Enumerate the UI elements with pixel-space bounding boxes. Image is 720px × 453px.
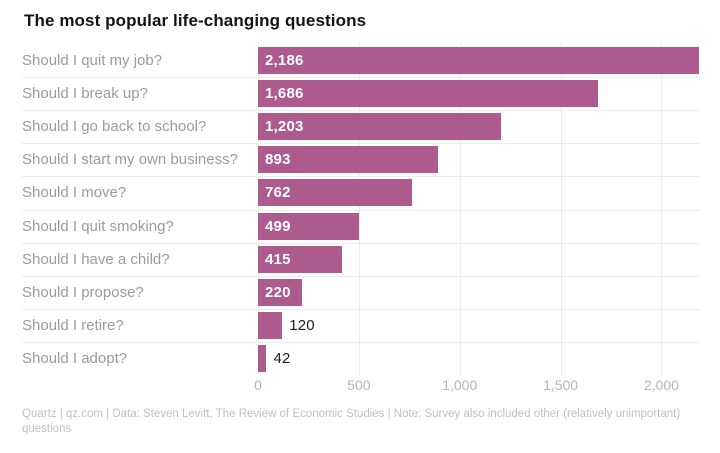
category-label: Should I break up? <box>22 84 148 102</box>
row-separator <box>22 143 700 145</box>
bar-value-label: 762 <box>265 184 291 202</box>
source-note: Quartz | qz.com | Data: Steven Levitt, T… <box>22 408 681 435</box>
bar-value-label: 415 <box>265 250 291 268</box>
bar <box>258 146 439 174</box>
category-label: Should I quit smoking? <box>22 217 174 235</box>
bar-value-label: 499 <box>265 217 291 235</box>
bar <box>258 79 599 107</box>
x-axis-tick-label: 1,000 <box>442 377 478 393</box>
x-gridline <box>459 42 461 375</box>
category-label: Should I have a child? <box>22 250 170 268</box>
row-separator <box>22 242 700 244</box>
row-separator <box>22 209 700 211</box>
x-axis-tick-label: 500 <box>347 377 371 393</box>
x-axis-tick-label: 1,500 <box>543 377 579 393</box>
x-gridline <box>258 42 259 375</box>
bar <box>258 312 283 340</box>
bar <box>258 179 412 207</box>
bar-value-label: 120 <box>289 317 315 335</box>
chart-title: The most popular life-changing questions <box>24 11 367 30</box>
category-label: Should I retire? <box>22 317 124 335</box>
category-label: Should I propose? <box>22 283 144 301</box>
bar-value-label: 1,686 <box>265 84 304 102</box>
row-separator <box>22 109 700 111</box>
x-axis-tick-label: 2,000 <box>643 377 679 393</box>
bar-value-label: 893 <box>265 151 291 169</box>
category-label: Should I go back to school? <box>22 117 207 135</box>
row-separator <box>22 309 700 311</box>
bar <box>258 245 342 273</box>
x-gridline <box>661 42 663 375</box>
x-axis-tick-label: 0 <box>254 377 262 393</box>
row-separator <box>22 76 700 78</box>
x-gridline <box>358 42 360 375</box>
row-separator <box>22 275 700 277</box>
category-label: Should I start my own business? <box>22 151 238 169</box>
bar <box>258 212 359 240</box>
category-label: Should I adopt? <box>22 350 128 368</box>
bar-value-label: 2,186 <box>265 51 304 69</box>
x-gridline <box>560 42 562 375</box>
row-separator <box>22 176 700 178</box>
row-separator <box>22 342 700 344</box>
bar-value-label: 42 <box>273 350 291 368</box>
bar <box>258 112 501 140</box>
category-label: Should I move? <box>22 184 127 202</box>
bar <box>258 278 303 306</box>
bar-value-label: 1,203 <box>265 117 304 135</box>
bar <box>258 345 267 373</box>
category-label: Should I quit my job? <box>22 51 163 69</box>
bar-value-label: 220 <box>265 283 291 301</box>
bar <box>258 46 699 74</box>
